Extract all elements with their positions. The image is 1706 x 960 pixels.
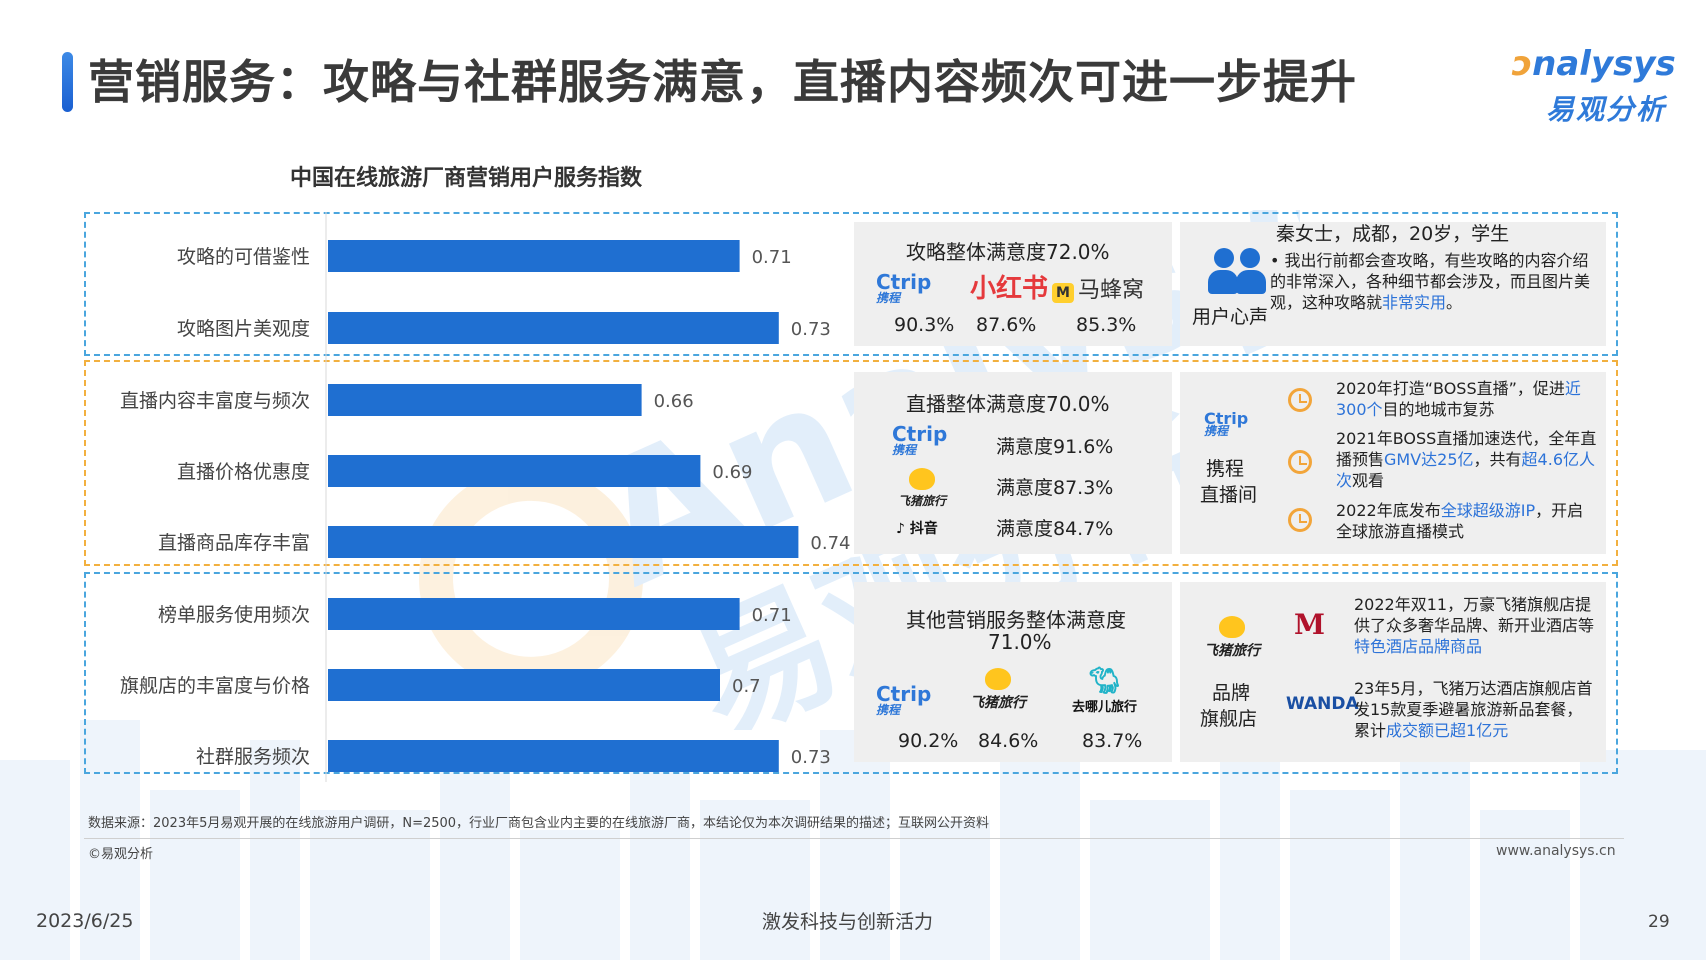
- xiaohongshu-logo: 小红书: [970, 274, 1049, 304]
- bar: [328, 240, 740, 272]
- ctrip-logo: Ctrip 携程: [876, 270, 932, 305]
- data-source-note: 数据来源：2023年5月易观开展的在线旅游用户调研，N=2500，行业厂商包含业…: [88, 816, 990, 831]
- user-voice-label: 用户心声: [1192, 306, 1269, 328]
- category-label: 旗舰店的丰富度与价格: [120, 675, 310, 697]
- live-satisfaction-box: 直播整体满意度70.0% Ctrip 携程 满意度91.6% 飞猪旅行 满意度87…: [854, 372, 1172, 554]
- ctrip-logo: Ctrip 携程: [876, 682, 932, 717]
- category-label: 攻略的可借鉴性: [177, 246, 310, 268]
- category-label: 攻略图片美观度: [177, 318, 310, 340]
- bar: [328, 598, 740, 630]
- ctrip-logo: Ctrip 携程: [892, 422, 948, 457]
- bar: [328, 312, 779, 344]
- qunar-other-pct: 83.7%: [1082, 730, 1143, 752]
- bar-chart: 攻略的可借鉴性 0.71 攻略图片美观度 0.73 直播内容丰富度与频次 0.66 直播价格…: [120, 212, 850, 782]
- douyin-live-sat: 满意度84.7%: [996, 518, 1114, 540]
- live-room-label-2: 直播间: [1200, 484, 1258, 506]
- value-label: 0.71: [752, 605, 792, 626]
- fliggy-logo: 飞猪旅行: [898, 468, 946, 509]
- fliggy-live-sat: 满意度87.3%: [996, 477, 1114, 499]
- marriott-logo: M: [1294, 608, 1325, 641]
- store-item-marriott: 2022年双11，万豪飞猪旗舰店提供了众多奢华品牌、新开业酒店等特色酒店品牌商品: [1354, 595, 1595, 656]
- guide-panel: [84, 212, 1618, 356]
- user-voice-person: 秦女士，成都，20岁，学生: [1276, 223, 1510, 245]
- other-panel: [84, 572, 1618, 774]
- store-label-1: 品牌: [1212, 682, 1251, 704]
- xhs-guide-pct: 87.6%: [976, 314, 1037, 336]
- category-label: 直播商品库存丰富: [158, 532, 310, 554]
- live-event-2020: 2020年打造“BOSS直播”，促进近300个目的地城市复苏: [1336, 379, 1581, 419]
- users-icon: [1208, 248, 1268, 296]
- live-room-label-1: 携程: [1206, 458, 1245, 480]
- mafengwo-logo: M 马蜂窝: [1052, 272, 1144, 304]
- bar: [328, 384, 642, 416]
- live-box-title: 直播整体满意度70.0%: [906, 392, 1110, 416]
- clock-icon: [1288, 388, 1312, 412]
- bar: [328, 669, 720, 701]
- guide-box-title: 攻略整体满意度72.0%: [906, 240, 1110, 264]
- user-voice-quote: • 我出行前都会查攻略，有些攻略的内容介绍的非常深入，各种细节都会涉及，而且图片…: [1270, 251, 1591, 312]
- ctrip-other-pct: 90.2%: [898, 730, 959, 752]
- flagship-store-box: 飞猪旅行 品牌 旗舰店 M WANDA 2022年双11，万豪飞猪旗舰店提供了众…: [1180, 582, 1606, 762]
- city-skyline-background: [0, 720, 1706, 960]
- mfw-guide-pct: 85.3%: [1076, 314, 1137, 336]
- live-event-2021: 2021年BOSS直播加速迭代，全年直播预售GMV达25亿，共有超4.6亿人次观…: [1336, 429, 1597, 490]
- bar: [328, 455, 701, 487]
- value-label: 0.73: [791, 319, 831, 340]
- copyright: ©易观分析: [88, 847, 154, 862]
- ctrip-live-sat: 满意度91.6%: [996, 436, 1114, 458]
- clock-icon: [1288, 508, 1312, 532]
- store-label-2: 旗舰店: [1200, 708, 1258, 730]
- fliggy-other-pct: 84.6%: [978, 730, 1039, 752]
- other-box-title-l1: 其他营销服务整体满意度: [906, 608, 1126, 632]
- douyin-logo: ♪ 抖音: [896, 521, 938, 537]
- footer-divider: [84, 838, 1624, 839]
- other-box-title-l2: 71.0%: [988, 630, 1052, 654]
- brand-logo-cn: 易观分析: [1546, 93, 1667, 126]
- fliggy-logo: 飞猪旅行: [970, 668, 1026, 712]
- other-satisfaction-box: 其他营销服务整体满意度 71.0% Ctrip 携程 飞猪旅行 🐪︎ 去哪儿旅行 9…: [854, 582, 1172, 762]
- brand-logo-en: ɔnalysys: [1512, 44, 1676, 84]
- category-label: 直播内容丰富度与频次: [120, 390, 310, 412]
- page-title: 营销服务：攻略与社群服务满意，直播内容频次可进一步提升: [88, 55, 1357, 109]
- clock-icon: [1288, 450, 1312, 474]
- fliggy-logo: 飞猪旅行: [1204, 616, 1260, 660]
- live-event-2022: 2022年底发布全球超级游IP，开启全球旅游直播模式: [1336, 501, 1584, 541]
- ctrip-guide-pct: 90.3%: [894, 314, 955, 336]
- user-voice-box: 用户心声 秦女士，成都，20岁，学生 • 我出行前都会查攻略，有些攻略的内容介绍…: [1180, 222, 1606, 346]
- value-label: 0.7: [732, 676, 761, 697]
- ctrip-logo: Ctrip 携程: [1204, 409, 1249, 438]
- page-number: 29: [1648, 912, 1670, 932]
- chart-title: 中国在线旅游厂商营销用户服务指数: [290, 166, 643, 191]
- value-label: 0.74: [810, 533, 850, 554]
- value-label: 0.73: [791, 747, 831, 768]
- bar: [328, 740, 779, 772]
- store-item-wanda: 23年5月，飞猪万达酒店旗舰店首发15款夏季避暑旅游新品套餐，累计成交额已超1亿…: [1354, 679, 1593, 740]
- category-label: 社群服务频次: [196, 746, 310, 768]
- bar: [328, 526, 799, 558]
- live-panel: [84, 360, 1618, 566]
- guide-satisfaction-box: 攻略整体满意度72.0% Ctrip 携程 小红书 M 马蜂窝 90.3% 87.6…: [854, 222, 1172, 346]
- slogan: 激发科技与创新活力: [762, 911, 934, 933]
- category-label: 榜单服务使用频次: [158, 604, 310, 626]
- value-label: 0.66: [654, 391, 694, 412]
- wanda-logo: WANDA: [1286, 694, 1359, 714]
- category-label: 直播价格优惠度: [177, 461, 310, 483]
- website-link[interactable]: www.analysys.cn: [1496, 843, 1616, 859]
- qunar-logo: 🐪︎ 去哪儿旅行: [1072, 666, 1138, 715]
- ctrip-live-room-box: Ctrip 携程 携程 直播间 2020年打造“BOSS直播”，促进近300个目的…: [1180, 372, 1606, 554]
- title-accent-bar: [62, 52, 73, 112]
- report-date: 2023/6/25: [36, 910, 134, 932]
- value-label: 0.69: [712, 462, 752, 483]
- value-label: 0.71: [752, 247, 792, 268]
